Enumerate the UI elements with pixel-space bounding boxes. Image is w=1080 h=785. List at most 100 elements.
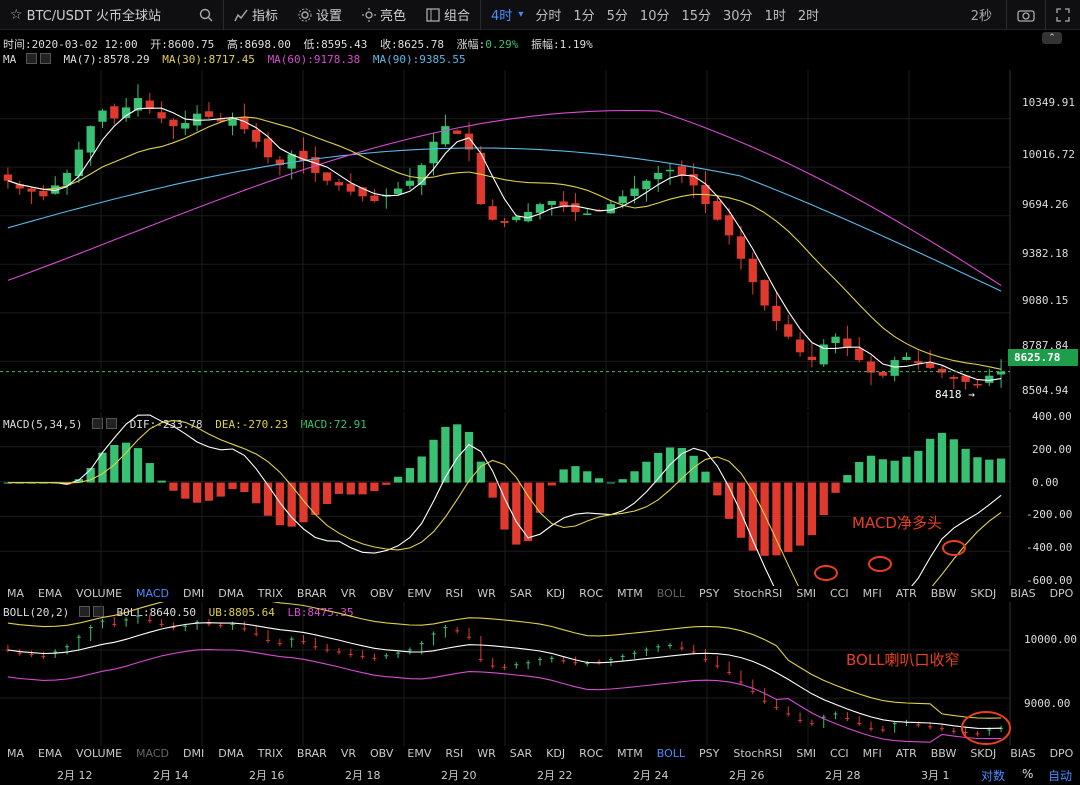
indicator-tab-psy[interactable]: PSY [699, 587, 720, 600]
indicator-tab-ema[interactable]: EMA [38, 747, 62, 760]
screenshot-button[interactable] [1007, 0, 1045, 30]
indicator-tab-obv[interactable]: OBV [370, 747, 394, 760]
indicator-tab-bias[interactable]: BIAS [1010, 747, 1036, 760]
settings-small-icon[interactable] [78, 606, 90, 617]
indicator-tab-vr[interactable]: VR [340, 587, 356, 600]
indicator-tab-atr[interactable]: ATR [895, 747, 917, 760]
indicator-tab-sar[interactable]: SAR [509, 587, 533, 600]
indicator-tab-skdj[interactable]: SKDJ [970, 587, 997, 600]
indicator-tab-bbw[interactable]: BBW [930, 747, 957, 760]
tf-2h[interactable]: 2时 [797, 9, 820, 24]
indicator-tab-boll[interactable]: BOLL [656, 587, 686, 600]
close-icon[interactable] [106, 418, 118, 429]
macd-bar [370, 482, 379, 492]
settings-small-icon[interactable] [25, 53, 37, 64]
macd-bar [535, 482, 545, 513]
indicator-tab-bbw[interactable]: BBW [930, 587, 957, 600]
refresh-interval[interactable]: 2秒 [970, 9, 992, 24]
combo-button[interactable]: 组合 [416, 0, 480, 30]
indicator-tab-mtm[interactable]: MTM [617, 587, 643, 600]
indicator-tab-macd[interactable]: MACD [136, 587, 170, 600]
indicator-tab-trix[interactable]: TRIX [257, 587, 283, 600]
macd-bar [192, 482, 202, 503]
chevron-down-icon[interactable]: ▾ [518, 9, 524, 20]
indicator-tab-vr[interactable]: VR [340, 747, 356, 760]
indicator-tab-emv[interactable]: EMV [407, 587, 432, 600]
indicator-tab-dmi[interactable]: DMI [183, 587, 205, 600]
indicator-tab-macd[interactable]: MACD [136, 747, 170, 760]
indicator-tab-stochrsi[interactable]: StochRSI [733, 587, 783, 600]
price-tick-label: 10349.91 [1022, 95, 1075, 109]
favorite-pair[interactable]: ☆ BTC/USDT 火币全球站 [0, 0, 171, 30]
indicator-tab-dma[interactable]: DMA [218, 587, 244, 600]
indicator-tab-mfi[interactable]: MFI [862, 747, 882, 760]
settings-small-icon[interactable] [92, 418, 104, 429]
indicator-tab-wr[interactable]: WR [477, 587, 496, 600]
indicators-button[interactable]: 指标 [224, 0, 288, 30]
macd-bar [677, 448, 686, 483]
indicator-tab-trix[interactable]: TRIX [257, 747, 283, 760]
indicator-tab-smi[interactable]: SMI [796, 747, 817, 760]
indicator-tab-volume[interactable]: VOLUME [75, 587, 123, 600]
indicator-tab-dpo[interactable]: DPO [1049, 747, 1074, 760]
indicator-tab-rsi[interactable]: RSI [445, 587, 464, 600]
indicator-tab-bias[interactable]: BIAS [1010, 587, 1036, 600]
close-icon[interactable] [92, 606, 104, 617]
indicator-tab-atr[interactable]: ATR [895, 587, 917, 600]
indicator-tab-mtm[interactable]: MTM [617, 747, 643, 760]
indicator-tab-stochrsi[interactable]: StochRSI [733, 747, 783, 760]
candle-body [985, 375, 994, 383]
indicator-tab-obv[interactable]: OBV [370, 587, 394, 600]
collapse-button[interactable]: ⌃ [1042, 32, 1062, 44]
tf-5m[interactable]: 5分 [606, 9, 628, 24]
percent-toggle[interactable]: % [1022, 767, 1034, 781]
indicator-tab-emv[interactable]: EMV [407, 747, 432, 760]
indicator-tab-volume[interactable]: VOLUME [75, 747, 123, 760]
indicator-tab-roc[interactable]: ROC [579, 587, 604, 600]
indicator-tab-kdj[interactable]: KDJ [546, 747, 566, 760]
indicator-tab-wr[interactable]: WR [477, 747, 496, 760]
indicator-tab-kdj[interactable]: KDJ [546, 587, 566, 600]
ohlc-info: 时间:2020-03-02 12:00 开:8600.75 高:8698.00 … [3, 38, 593, 51]
candle-body [512, 216, 521, 221]
tf-tick[interactable]: 分时 [535, 9, 562, 24]
boll-chart[interactable] [0, 602, 1080, 746]
theme-button[interactable]: 亮色 [352, 0, 416, 30]
indicator-tab-psy[interactable]: PSY [699, 747, 720, 760]
indicator-tab-smi[interactable]: SMI [796, 587, 817, 600]
indicator-tab-dpo[interactable]: DPO [1049, 587, 1074, 600]
tf-15m[interactable]: 15分 [681, 9, 712, 24]
indicator-tab-mfi[interactable]: MFI [862, 587, 882, 600]
indicator-tab-dmi[interactable]: DMI [183, 747, 205, 760]
tf-30m[interactable]: 30分 [723, 9, 753, 24]
indicator-tab-roc[interactable]: ROC [579, 747, 604, 760]
log-scale-toggle[interactable]: 对数 [981, 769, 1006, 783]
indicator-tab-ema[interactable]: EMA [38, 587, 62, 600]
settings-button[interactable]: 设置 [288, 0, 352, 30]
indicator-tab-brar[interactable]: BRAR [296, 587, 327, 600]
macd-bar [571, 466, 580, 483]
macd-bar [382, 482, 391, 485]
star-icon[interactable]: ☆ [10, 6, 23, 23]
tf-10m[interactable]: 10分 [639, 9, 670, 24]
macd-chart[interactable] [0, 412, 1080, 586]
indicator-tab-dma[interactable]: DMA [218, 747, 244, 760]
indicator-tab-boll[interactable]: BOLL [656, 747, 686, 760]
close-icon[interactable] [39, 53, 51, 64]
indicator-tab-brar[interactable]: BRAR [296, 747, 327, 760]
candle-body [216, 119, 225, 122]
indicator-tab-rsi[interactable]: RSI [445, 747, 464, 760]
indicator-tab-cci[interactable]: CCI [830, 587, 849, 600]
indicator-tab-cci[interactable]: CCI [830, 747, 849, 760]
auto-scale-toggle[interactable]: 自动 [1048, 769, 1073, 783]
search-button[interactable] [171, 0, 223, 30]
tf-1m[interactable]: 1分 [573, 9, 595, 24]
indicator-tab-sar[interactable]: SAR [509, 747, 533, 760]
tf-4h[interactable]: 4时 [491, 9, 513, 24]
price-chart[interactable] [0, 70, 1080, 410]
indicator-tab-ma[interactable]: MA [7, 747, 25, 760]
fullscreen-button[interactable] [1046, 0, 1080, 30]
tf-1h[interactable]: 1时 [764, 9, 786, 24]
indicator-tab-ma[interactable]: MA [7, 587, 25, 600]
indicator-tab-skdj[interactable]: SKDJ [970, 747, 997, 760]
